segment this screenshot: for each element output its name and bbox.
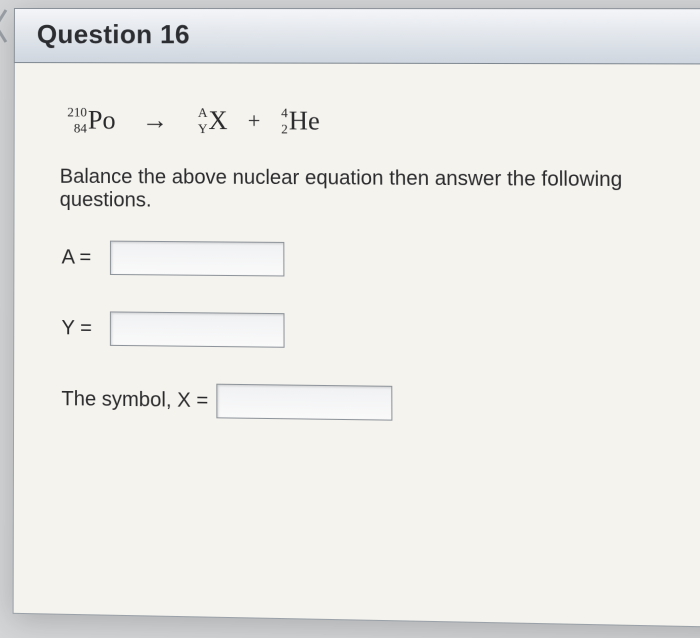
- question-title: Question 16: [37, 19, 700, 51]
- prev-chevron-icon: [0, 6, 12, 46]
- isotope-he: 4 2 He: [289, 108, 320, 134]
- input-x[interactable]: [216, 384, 392, 421]
- nuclear-equation: 210 84 Po → A Y X + 4 2 He: [58, 105, 699, 138]
- isotope-po: 210 84 Po: [88, 107, 116, 133]
- field-row-y: Y =: [61, 311, 700, 352]
- input-y[interactable]: [110, 311, 285, 347]
- input-a[interactable]: [110, 241, 284, 277]
- field-row-x: The symbol, X =: [61, 382, 700, 425]
- label-a: A =: [62, 246, 110, 270]
- plus-sign: +: [248, 108, 261, 134]
- instruction-text: Balance the above nuclear equation then …: [58, 166, 700, 217]
- question-card: Question 16 210 84 Po → A Y X + 4 2 He B…: [13, 8, 700, 628]
- field-row-a: A =: [62, 240, 700, 280]
- question-header: Question 16: [14, 8, 700, 64]
- isotope-x: A Y X: [208, 108, 227, 134]
- label-y: Y =: [61, 317, 109, 341]
- arrow-icon: →: [142, 106, 168, 136]
- label-x: The symbol, X =: [61, 387, 208, 412]
- question-body: 210 84 Po → A Y X + 4 2 He Balance the a…: [13, 63, 700, 483]
